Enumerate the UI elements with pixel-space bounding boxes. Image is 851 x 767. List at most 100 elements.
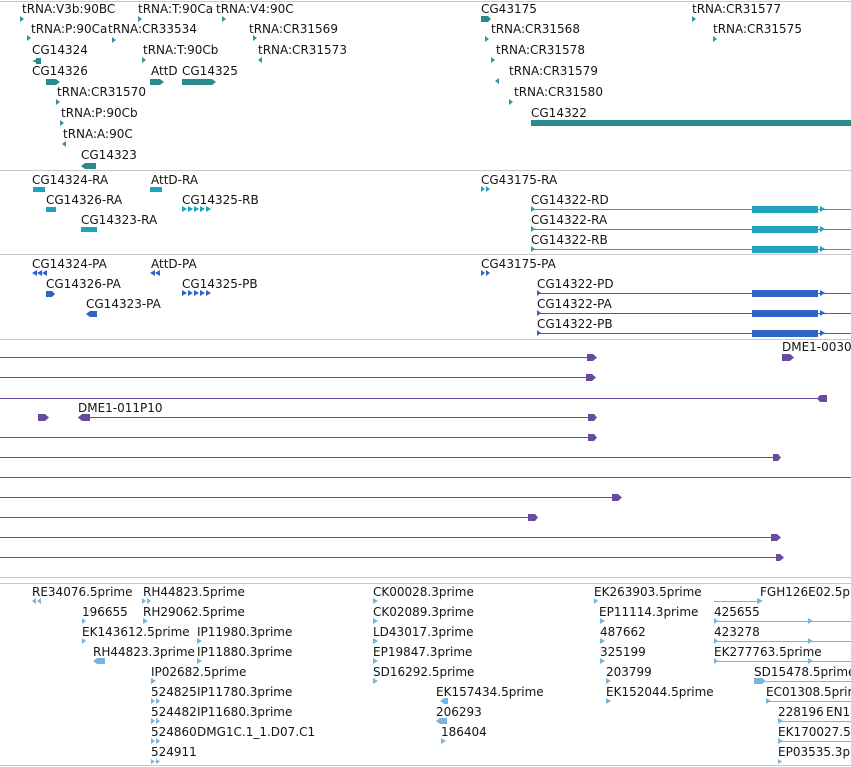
feature-label[interactable]: DMG1C.1_1.D07.C1 <box>197 725 316 739</box>
feature-label[interactable]: FGH126E02.5p <box>760 585 851 599</box>
feature-label[interactable]: tRNA:CR31577 <box>692 2 781 16</box>
feature-label[interactable]: 203799 <box>606 665 652 679</box>
feature-label[interactable]: EK143612.5prime <box>82 625 190 639</box>
feature-label[interactable]: AttD-PA <box>151 257 197 271</box>
feature-label[interactable]: RE34076.5prime <box>32 585 133 599</box>
feature-label[interactable]: tRNA:CR31569 <box>249 22 338 36</box>
feature-label[interactable]: IP11780.3prime <box>197 685 293 699</box>
feature-label[interactable]: CG14322 <box>531 106 587 120</box>
feature-label[interactable]: CG43175-PA <box>481 257 556 271</box>
feature-label[interactable]: tRNA:CR31579 <box>509 64 598 78</box>
feature-label[interactable]: tRNA:P:90Cb <box>61 106 138 120</box>
feature-label[interactable]: CG14322-PD <box>537 277 614 291</box>
feature-label[interactable]: DME1-0030 <box>782 340 851 354</box>
est-glyph <box>151 718 155 724</box>
feature-label[interactable]: EK263903.5prime <box>594 585 702 599</box>
feature-label[interactable]: IP11880.3prime <box>197 645 293 659</box>
trna-glyph <box>142 57 146 63</box>
trna-glyph <box>56 99 60 105</box>
transcript-exon <box>752 206 818 213</box>
feature-label[interactable]: CG14324-PA <box>32 257 107 271</box>
feature-label[interactable]: EK170027.5 <box>778 725 851 739</box>
feature-label[interactable]: CG14326-RA <box>46 193 123 207</box>
feature-label[interactable]: CG14322-RD <box>531 193 609 207</box>
feature-label[interactable]: tRNA:T:90Ca <box>138 2 214 16</box>
protein-glyph <box>820 290 825 296</box>
feature-label[interactable]: SD16292.5prime <box>373 665 475 679</box>
trna-glyph <box>485 36 489 42</box>
feature-label[interactable]: CG14323 <box>81 148 137 162</box>
feature-label[interactable]: RH29062.5prime <box>143 605 245 619</box>
feature-label[interactable]: CG14322-PA <box>537 297 612 311</box>
feature-label[interactable]: IP02682.5prime <box>151 665 247 679</box>
feature-label[interactable]: EP11114.3prime <box>599 605 699 619</box>
feature-label[interactable]: CG14326-PA <box>46 277 121 291</box>
oligo-end <box>587 354 597 361</box>
feature-label[interactable]: RH44823.5prime <box>143 585 245 599</box>
feature-label[interactable]: tRNA:CR31568 <box>491 22 580 36</box>
feature-label[interactable]: CG14325-RB <box>182 193 259 207</box>
feature-label[interactable]: 206293 <box>436 705 482 719</box>
feature-label[interactable]: 325199 <box>600 645 646 659</box>
feature-label[interactable]: 196655 <box>82 605 128 619</box>
gene-glyphs <box>20 16 851 169</box>
feature-label[interactable]: LD43017.3prime <box>373 625 474 639</box>
feature-label[interactable]: tRNA:CR31570 <box>57 85 146 99</box>
feature-label[interactable]: tRNA:P:90Ca <box>31 22 108 36</box>
feature-label[interactable]: 487662 <box>600 625 646 639</box>
feature-label[interactable]: EP19847.3prime <box>373 645 473 659</box>
oligo-end <box>588 434 597 441</box>
feature-label[interactable]: CG43175-RA <box>481 173 558 187</box>
feature-label[interactable]: CG14322-RA <box>531 213 608 227</box>
feature-label[interactable]: AttD <box>151 64 178 78</box>
feature-label[interactable]: CK00028.3prime <box>373 585 474 599</box>
feature-label[interactable]: CG14324-RA <box>32 173 109 187</box>
feature-label[interactable]: EK157434.5prime <box>436 685 544 699</box>
feature-label[interactable]: RH44823.3prime <box>93 645 195 659</box>
feature-label[interactable]: tRNA:CR31580 <box>514 85 603 99</box>
feature-label[interactable]: EN1 <box>826 705 851 719</box>
feature-label[interactable]: AttD-RA <box>151 173 199 187</box>
feature-label[interactable]: tRNA:CR31573 <box>258 43 347 57</box>
feature-label[interactable]: EC01308.5prim <box>766 685 851 699</box>
feature-label[interactable]: CG14325-PB <box>182 277 258 291</box>
feature-label[interactable]: CG14323-PA <box>86 297 161 311</box>
feature-label[interactable]: 524860 <box>151 725 197 739</box>
feature-label[interactable]: EK152044.5prime <box>606 685 714 699</box>
feature-label[interactable]: tRNA:V4:90C <box>216 2 294 16</box>
feature-label[interactable]: 524482 <box>151 705 197 719</box>
feature-label[interactable]: 228196 <box>778 705 824 719</box>
protein-exon <box>752 290 818 297</box>
feature-label[interactable]: CG43175 <box>481 2 537 16</box>
feature-label[interactable]: CG14322-PB <box>537 317 613 331</box>
feature-label[interactable]: 524825 <box>151 685 197 699</box>
feature-label[interactable]: 524911 <box>151 745 197 759</box>
gene-glyph <box>481 16 491 22</box>
feature-label[interactable]: tRNA:CR31578 <box>496 43 585 57</box>
feature-label[interactable]: tRNA:CR33534 <box>108 22 197 36</box>
feature-label[interactable]: CK02089.3prime <box>373 605 474 619</box>
feature-label[interactable]: tRNA:T:90Cb <box>143 43 219 57</box>
feature-label[interactable]: CG14322-RB <box>531 233 608 247</box>
feature-label[interactable]: SD15478.5prime <box>754 665 851 679</box>
feature-label[interactable]: CG14323-RA <box>81 213 158 227</box>
feature-label[interactable]: IP11980.3prime <box>197 625 293 639</box>
gene-track: tRNA:V3b:90BC tRNA:T:90Ca tRNA:V4:90C tR… <box>0 0 851 170</box>
transcript-glyph <box>206 206 211 212</box>
est-glyph <box>143 618 148 624</box>
feature-label[interactable]: DME1-011P10 <box>78 401 163 415</box>
feature-label[interactable]: EK277763.5prime <box>714 645 822 659</box>
feature-label[interactable]: CG14324 <box>32 43 88 57</box>
feature-label[interactable]: 425655 <box>714 605 760 619</box>
feature-label[interactable]: CG14326 <box>32 64 88 78</box>
feature-label[interactable]: EP03535.3p <box>778 745 851 759</box>
protein-glyph <box>32 270 37 276</box>
feature-label[interactable]: CG14325 <box>182 64 238 78</box>
transcript-exon <box>752 246 818 253</box>
feature-label[interactable]: 186404 <box>441 725 487 739</box>
feature-label[interactable]: tRNA:CR31575 <box>713 22 802 36</box>
feature-label[interactable]: 423278 <box>714 625 760 639</box>
feature-label[interactable]: tRNA:V3b:90BC <box>22 2 116 16</box>
feature-label[interactable]: tRNA:A:90C <box>63 127 133 141</box>
feature-label[interactable]: IP11680.3prime <box>197 705 293 719</box>
